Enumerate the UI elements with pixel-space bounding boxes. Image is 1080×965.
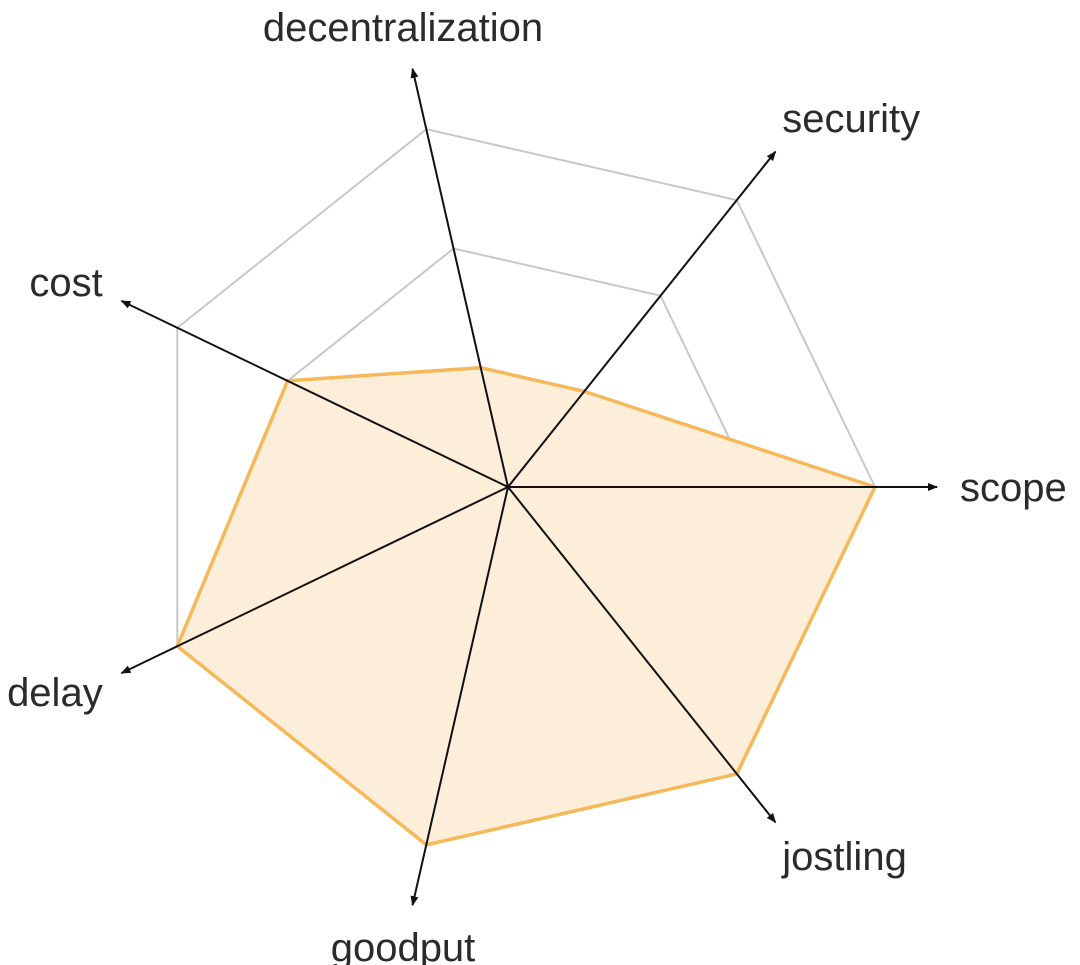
axis-label-cost: cost — [29, 261, 102, 305]
axis-label-goodput: goodput — [331, 926, 476, 965]
axis-label-jostling: jostling — [781, 835, 907, 879]
axes-layer — [120, 67, 938, 907]
axis-security — [507, 150, 777, 488]
axis-goodput — [410, 486, 509, 907]
axis-jostling — [507, 486, 777, 824]
axis-label-security: security — [782, 97, 920, 141]
axis-label-delay: delay — [7, 671, 103, 715]
axis-label-decentralization: decentralization — [263, 6, 543, 50]
axis-labels: scope security decentralization cost delay go… — [7, 6, 1067, 965]
axis-label-scope: scope — [960, 466, 1067, 510]
data-area-layer — [175, 365, 878, 847]
axis-decentralization — [410, 67, 509, 488]
series-area-1 — [175, 365, 878, 847]
axis-cost — [120, 299, 509, 488]
axis-delay — [120, 486, 509, 675]
